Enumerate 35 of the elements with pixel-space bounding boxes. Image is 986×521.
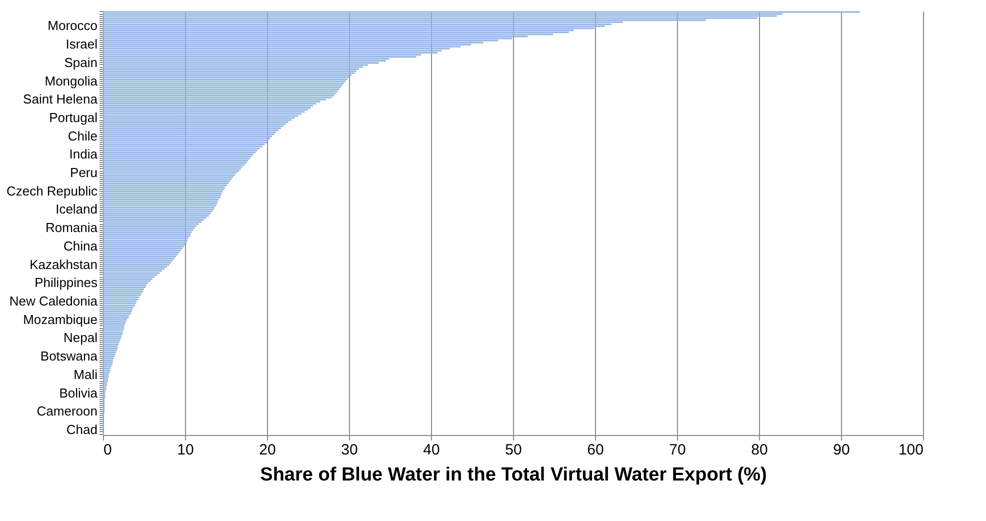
x-tick-label: 50 xyxy=(505,442,522,458)
y-tick-label: Chile xyxy=(68,128,98,144)
y-tick-label: Chad xyxy=(66,422,98,437)
x-tick-label: 60 xyxy=(587,442,604,458)
x-tick-label: 30 xyxy=(341,442,358,458)
y-tick-label: Mozambique xyxy=(23,312,98,327)
y-tick-label: Mongolia xyxy=(44,73,98,88)
x-tick-label: 100 xyxy=(898,442,924,458)
y-tick-label: Peru xyxy=(70,165,98,180)
x-tick-label: 90 xyxy=(833,442,850,458)
y-tick-label: China xyxy=(64,238,98,254)
y-tick-label: Philippines xyxy=(34,275,98,290)
x-tick-label: 20 xyxy=(259,442,276,458)
y-tick-label: India xyxy=(69,146,98,162)
x-tick-label: 40 xyxy=(423,442,440,458)
x-tick-label: 0 xyxy=(104,442,112,458)
x-tick-label: 80 xyxy=(751,442,768,458)
y-tick-label: Mali xyxy=(74,366,98,382)
y-tick-label: Morocco xyxy=(48,18,98,34)
y-tick-label: Iceland xyxy=(56,202,98,217)
x-tick-label: 70 xyxy=(669,442,686,458)
y-tick-label: Botswana xyxy=(40,348,98,364)
y-tick-label: Portugal xyxy=(49,110,98,125)
y-tick-label: Spain xyxy=(64,54,98,70)
x-axis-title: Share of Blue Water in the Total Virtual Water Export (%) xyxy=(260,464,767,486)
y-tick-label: Saint Helena xyxy=(23,92,98,107)
y-tick-label: Czech Republic xyxy=(6,183,98,198)
y-tick-label: Nepal xyxy=(64,330,98,346)
y-tick-label: Israel xyxy=(66,36,98,52)
x-tick-label: 10 xyxy=(177,442,194,458)
y-tick-label: Kazakhstan xyxy=(30,256,98,272)
y-tick-label: Romania xyxy=(45,220,98,236)
y-tick-label: New Caledonia xyxy=(9,294,98,308)
y-tick-label: Cameroon xyxy=(36,404,98,419)
y-tick-label: Bolivia xyxy=(59,385,98,400)
